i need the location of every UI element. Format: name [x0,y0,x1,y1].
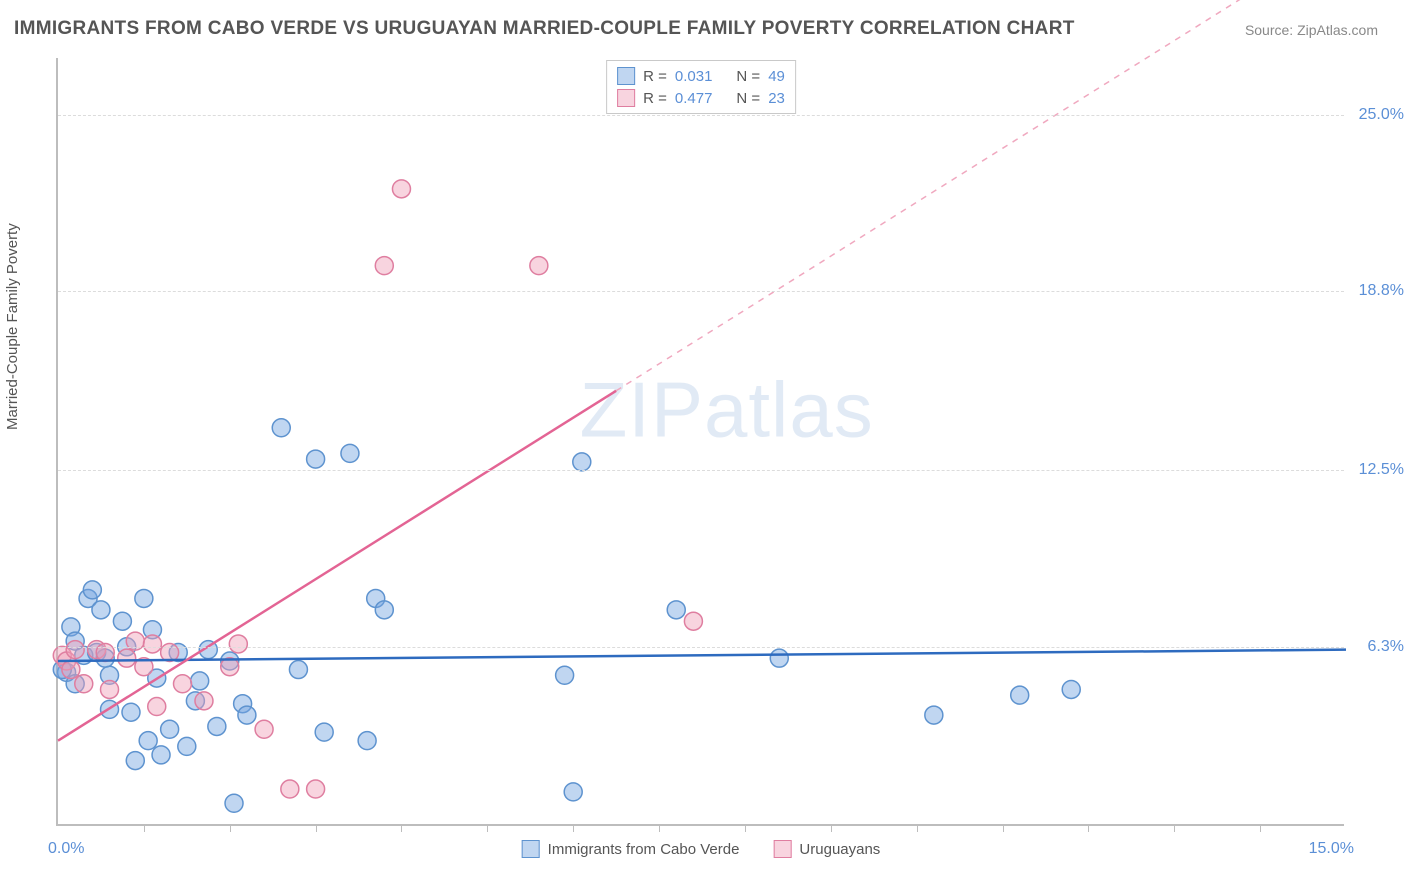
data-point [195,692,213,710]
data-point [152,746,170,764]
data-point [66,641,84,659]
r-label: R = [643,68,667,85]
gridline [58,647,1344,648]
x-axis-start-label: 0.0% [48,840,84,858]
x-tick [1003,824,1004,832]
legend-series-item: Immigrants from Cabo Verde [522,840,740,858]
legend-series-label: Uruguayans [799,841,880,858]
trend-line [616,0,1346,391]
data-point [375,257,393,275]
data-point [62,661,80,679]
x-tick [745,824,746,832]
source-attribution: Source: ZipAtlas.com [1245,22,1378,38]
data-point [101,680,119,698]
data-point [307,450,325,468]
legend-stats: R = 0.031 N = 49 R = 0.477 N = 23 [606,60,796,114]
plot-area: ZIPatlas R =0.031N =49R =0.477N =23 0.0%… [56,58,1344,826]
data-point [770,649,788,667]
r-label: R = [643,90,667,107]
x-tick [573,824,574,832]
data-point [255,720,273,738]
data-point [75,675,93,693]
chart-title: IMMIGRANTS FROM CABO VERDE VS URUGUAYAN … [14,18,1075,40]
data-point [556,666,574,684]
data-point [83,581,101,599]
data-point [307,780,325,798]
x-axis-end-label: 15.0% [1309,840,1354,858]
n-value: 23 [768,90,785,107]
data-point [208,717,226,735]
data-point [148,698,166,716]
chart-svg [58,58,1344,824]
n-value: 49 [768,68,785,85]
data-point [530,257,548,275]
data-point [118,649,136,667]
data-point [92,601,110,619]
data-point [1011,686,1029,704]
data-point [126,752,144,770]
data-point [225,794,243,812]
x-tick [831,824,832,832]
gridline [58,470,1344,471]
data-point [315,723,333,741]
y-tick-label: 18.8% [1359,282,1404,300]
legend-stats-row: R = 0.477 N = 23 [617,87,785,109]
data-point [272,419,290,437]
y-tick-label: 12.5% [1359,461,1404,479]
data-point [229,635,247,653]
data-point [122,703,140,721]
data-point [281,780,299,798]
x-tick [659,824,660,832]
data-point [178,737,196,755]
data-point [358,732,376,750]
gridline [58,291,1344,292]
x-tick [230,824,231,832]
data-point [684,612,702,630]
r-value: 0.477 [675,90,713,107]
data-point [564,783,582,801]
data-point [135,589,153,607]
data-point [161,720,179,738]
legend-stats-row: R = 0.031 N = 49 [617,65,785,87]
data-point [1062,680,1080,698]
data-point [375,601,393,619]
legend-series: Immigrants from Cabo Verde Uruguayans [522,840,881,858]
n-label: N = [736,68,760,85]
r-value: 0.031 [675,68,713,85]
data-point [139,732,157,750]
legend-swatch [773,840,791,858]
y-tick-label: 25.0% [1359,106,1404,124]
x-tick [917,824,918,832]
trend-line [58,391,616,741]
legend-swatch [617,89,635,107]
legend-series-item: Uruguayans [773,840,880,858]
data-point [667,601,685,619]
y-tick-label: 6.3% [1368,638,1404,656]
data-point [113,612,131,630]
legend-swatch [522,840,540,858]
data-point [174,675,192,693]
x-tick [487,824,488,832]
x-tick [1174,824,1175,832]
n-label: N = [736,90,760,107]
data-point [573,453,591,471]
data-point [341,444,359,462]
data-point [191,672,209,690]
x-tick [1088,824,1089,832]
legend-swatch [617,67,635,85]
x-tick [401,824,402,832]
data-point [392,180,410,198]
trend-line [58,650,1346,661]
x-tick [144,824,145,832]
gridline [58,115,1344,116]
data-point [925,706,943,724]
data-point [143,635,161,653]
x-tick [316,824,317,832]
legend-series-label: Immigrants from Cabo Verde [548,841,740,858]
data-point [238,706,256,724]
x-tick [1260,824,1261,832]
data-point [289,661,307,679]
y-axis-label: Married-Couple Family Poverty [4,223,21,430]
